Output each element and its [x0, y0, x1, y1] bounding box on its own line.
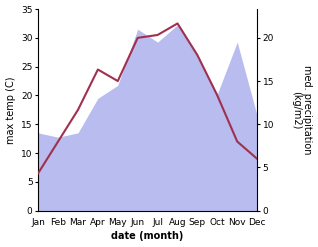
Y-axis label: max temp (C): max temp (C): [5, 76, 16, 144]
Y-axis label: med. precipitation
(kg/m2): med. precipitation (kg/m2): [291, 65, 313, 155]
X-axis label: date (month): date (month): [111, 231, 184, 242]
